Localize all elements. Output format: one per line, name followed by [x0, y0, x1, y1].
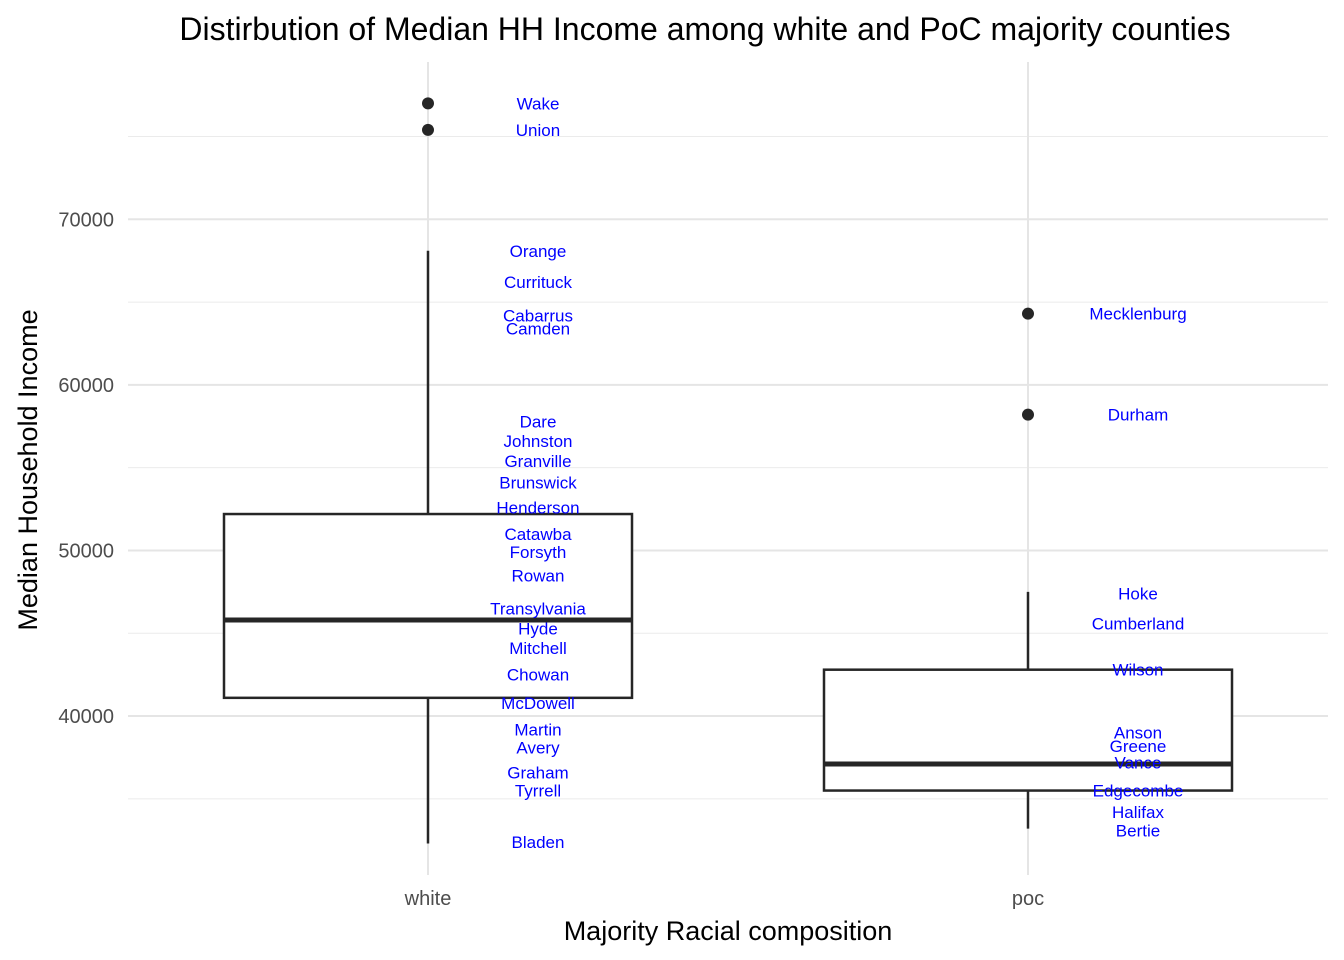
county-label: McDowell [501, 694, 575, 713]
y-tick-label: 50000 [58, 540, 114, 562]
county-label: Edgecombe [1093, 782, 1184, 801]
county-label: Currituck [504, 273, 573, 292]
county-label: Halifax [1112, 803, 1164, 822]
county-label: Mitchell [509, 639, 567, 658]
y-tick-label: 70000 [58, 209, 114, 231]
county-label: Cumberland [1092, 614, 1185, 633]
county-label: Greene [1110, 737, 1167, 756]
county-label: Rowan [512, 566, 565, 585]
county-label: Bertie [1116, 821, 1160, 840]
outlier-point [422, 123, 434, 136]
outlier-point [1022, 408, 1034, 421]
x-axis-title: Majority Racial composition [564, 916, 893, 946]
county-label: Tyrrell [515, 782, 561, 801]
outlier-point [1022, 307, 1034, 320]
county-label: Camden [506, 320, 570, 339]
y-axis-ticks: 40000 50000 60000 70000 [58, 209, 114, 728]
county-label: Wake [517, 94, 560, 113]
county-label: Hoke [1118, 585, 1158, 604]
county-label: Mecklenburg [1089, 305, 1186, 324]
county-label: Wilson [1112, 661, 1163, 680]
county-label: Forsyth [510, 543, 567, 562]
county-label: Martin [514, 720, 561, 739]
county-label: Graham [507, 763, 568, 782]
county-label: Granville [504, 452, 571, 471]
outlier-point [422, 97, 434, 110]
county-label: Henderson [496, 498, 579, 517]
county-label: Avery [516, 739, 560, 758]
county-label: Union [516, 121, 560, 140]
county-label: Orange [510, 242, 567, 261]
county-label: Brunswick [499, 474, 577, 493]
county-label: Chowan [507, 666, 569, 685]
county-label: Dare [520, 412, 557, 431]
county-label: Durham [1108, 406, 1168, 425]
county-label: Transylvania [490, 599, 586, 618]
x-axis-ticks: white poc [404, 888, 1044, 910]
y-tick-label: 60000 [58, 375, 114, 397]
x-tick-label: white [404, 888, 452, 910]
iqr-box [222, 512, 634, 700]
iqr-box [822, 668, 1234, 792]
y-axis-title: Median Household Income [13, 309, 43, 630]
x-tick-label: poc [1012, 888, 1044, 910]
county-label: Catawba [504, 525, 572, 544]
chart-title: Distirbution of Median HH Income among w… [179, 11, 1230, 47]
county-label: Cabarrus [503, 306, 573, 325]
county-label: Hyde [518, 619, 558, 638]
county-label: Vance [1115, 753, 1162, 772]
boxes [222, 97, 1234, 844]
county-label: Anson [1114, 724, 1162, 743]
county-label: Bladen [512, 833, 565, 852]
y-tick-label: 40000 [58, 706, 114, 728]
county-label: Johnston [504, 432, 573, 451]
